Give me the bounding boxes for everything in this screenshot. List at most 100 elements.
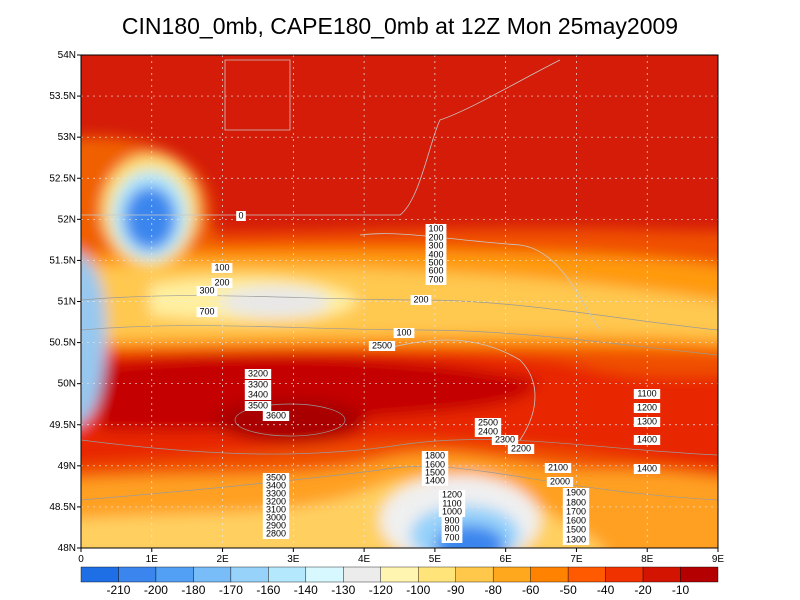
y-tick-label: 52N	[58, 214, 76, 225]
contour-label-box	[546, 477, 574, 487]
contour-label-box	[507, 444, 535, 454]
contour-label-box	[393, 328, 415, 338]
contour-label-box	[262, 411, 290, 421]
colorbar-box	[567, 566, 606, 583]
y-tick-label: 52.5N	[49, 173, 76, 184]
colorbar-label: -170	[219, 583, 243, 597]
contour-label: 1400	[425, 475, 445, 485]
contour-label-box	[211, 278, 233, 288]
x-tick-label: 1E	[146, 554, 159, 565]
colorbar-label: -180	[181, 583, 205, 597]
colorbar-box	[343, 566, 381, 583]
contour-label: 3600	[266, 410, 286, 420]
colorbar-label: -10	[672, 583, 690, 597]
y-tick-label: 50.5N	[49, 338, 76, 349]
contour-label: 1200	[637, 402, 657, 412]
colorbar-box	[530, 566, 569, 583]
colorbar-label: -80	[485, 583, 503, 597]
contour-label-box	[425, 258, 447, 268]
y-tick-label: 49N	[58, 461, 76, 472]
contour-label-box	[562, 507, 590, 517]
contour-label-box	[262, 529, 290, 539]
contour-label: 3400	[266, 480, 286, 490]
contour-label: 1900	[566, 487, 586, 497]
contour-label: 1800	[425, 450, 445, 460]
y-tick-label: 53N	[58, 132, 76, 143]
contour-label-box	[236, 211, 246, 221]
contour-label: 1400	[637, 463, 657, 473]
contour-label-box	[410, 295, 432, 305]
contour-label-box	[262, 489, 290, 499]
contour-label-box	[562, 525, 590, 535]
contour-label: 500	[428, 257, 443, 267]
contour-label-box	[425, 266, 447, 276]
colorbar-box	[380, 566, 419, 583]
contour-label-box	[244, 401, 272, 411]
contour-label: 700	[199, 306, 214, 316]
x-tick-label: 4E	[358, 554, 371, 565]
contour-label-box	[562, 535, 590, 545]
x-tick-label: 6E	[500, 554, 513, 565]
colorbar-label: -90	[447, 583, 465, 597]
contour-label-box	[211, 263, 233, 273]
colorbar-box	[455, 566, 494, 583]
contour-label-box	[425, 241, 447, 251]
contour-label-box	[544, 463, 572, 473]
field	[81, 55, 718, 548]
contour-label: 100	[396, 327, 411, 337]
contour-label-box	[441, 516, 463, 526]
x-tick-label: 2E	[216, 554, 229, 565]
y-tick-label: 53.5N	[49, 91, 76, 102]
contour-label-box	[262, 497, 290, 507]
colorbar-box	[155, 566, 194, 583]
contour-label-box	[438, 507, 466, 517]
contour-label: 0	[238, 210, 243, 220]
colorbar-box	[305, 566, 344, 583]
contour-label-box	[633, 435, 661, 445]
colorbar-box	[492, 566, 531, 583]
contour-label: 1500	[566, 524, 586, 534]
colorbar-box	[642, 566, 681, 583]
colorbar-label: -210	[106, 583, 130, 597]
colorbar: -210 -200 -180 -170 -160 -140 -130 -120 -100 -90 -…	[80, 566, 719, 597]
contour-label-box	[368, 341, 396, 351]
contour-label: 1100	[442, 498, 461, 508]
contour-label: 300	[428, 240, 443, 250]
contour-label: 1700	[566, 506, 586, 516]
contour-label-box	[474, 418, 502, 428]
contour-label: 3400	[248, 389, 268, 399]
y-tick-label: 54N	[58, 50, 76, 61]
contour-label: 700	[444, 532, 459, 542]
colorbar-box	[268, 566, 307, 583]
contour-label: 3100	[266, 504, 286, 514]
contour-label-box	[438, 490, 466, 500]
contour-label-box	[421, 476, 449, 486]
contour-label-box	[421, 451, 449, 461]
x-tick-label: 8E	[641, 554, 654, 565]
contour-label-box	[262, 505, 290, 515]
contour-label: 1800	[566, 497, 586, 507]
contour-label-box	[633, 417, 661, 427]
contour-label-box	[491, 435, 519, 445]
contour-label: 300	[199, 285, 214, 295]
colorbar-label: -50	[559, 583, 577, 597]
x-tick-label: 3E	[287, 554, 300, 565]
contour-label: 1500	[425, 467, 445, 477]
y-tick-label: 48.5N	[49, 502, 76, 513]
colorbar-box	[118, 566, 157, 583]
contour-label-box	[438, 499, 466, 509]
colorbar-box	[605, 566, 644, 583]
contour-label-box	[244, 390, 272, 400]
contour-label: 2500	[478, 417, 498, 427]
contour-label-box	[474, 427, 502, 437]
contour-label: 200	[428, 232, 443, 242]
contour-label: 1600	[425, 459, 445, 469]
colorbar-box	[680, 566, 719, 583]
y-tick-label: 49.5N	[49, 420, 76, 431]
colorbar-label: -130	[331, 583, 355, 597]
contour-label: 1000	[442, 506, 462, 516]
contour-label: 3000	[266, 512, 286, 522]
contour-label: 2100	[548, 462, 568, 472]
y-tick-label: 50N	[58, 379, 76, 390]
